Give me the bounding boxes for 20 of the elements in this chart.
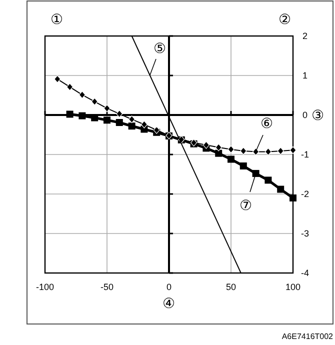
y-tick-label: -4 <box>300 268 310 278</box>
text: ③ <box>312 107 324 123</box>
x-tick-label: 100 <box>285 282 301 292</box>
y-tick-label: -3 <box>300 228 310 238</box>
y-tick-label: -2 <box>300 189 310 199</box>
annotation: ⑤ <box>154 40 166 56</box>
annotation: ⑥ <box>260 115 274 131</box>
x-tick-label: 0 <box>166 282 172 292</box>
y-tick-label: 2 <box>302 31 308 41</box>
annotation: ⑦ <box>240 197 252 213</box>
text: A6E7416T002 <box>282 332 334 341</box>
x-tick-label: -50 <box>100 282 114 292</box>
y-tick-label: 1 <box>302 70 308 80</box>
text: ① <box>50 11 64 27</box>
x-tick-label: 50 <box>226 282 236 292</box>
text: ② <box>278 11 292 27</box>
y-tick-label: -1 <box>300 150 310 160</box>
text: ④ <box>162 295 176 311</box>
y-tick-label: 0 <box>302 110 308 120</box>
x-tick-label: -100 <box>36 282 54 292</box>
